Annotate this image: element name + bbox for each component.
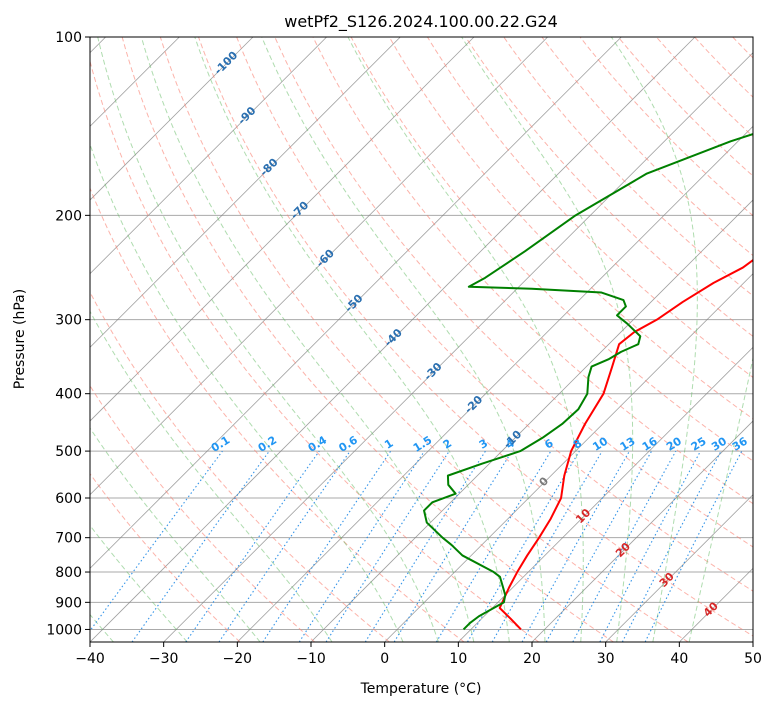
chart-title: wetPf2_S126.2024.100.00.22.G24 [284, 12, 558, 32]
isotherm [753, 37, 775, 642]
y-tick-label: 700 [55, 531, 82, 547]
x-tick-label: −10 [296, 651, 326, 667]
y-tick-label: 400 [55, 387, 82, 403]
x-tick-label: 0 [380, 651, 389, 667]
y-tick-label: 600 [55, 491, 82, 507]
y-tick-label: 200 [55, 208, 82, 224]
x-axis-label: Temperature (°C) [360, 681, 482, 697]
x-tick-label: 40 [670, 651, 688, 667]
x-tick-label: 30 [597, 651, 615, 667]
y-tick-label: 1000 [46, 622, 82, 638]
y-axis-label: Pressure (hPa) [12, 289, 28, 389]
dry-adiabat [771, 37, 775, 642]
x-tick-label: 20 [523, 651, 541, 667]
x-tick-label: −30 [149, 651, 179, 667]
x-tick-label: 50 [744, 651, 762, 667]
x-tick-label: 10 [449, 651, 467, 667]
y-tick-label: 900 [55, 595, 82, 611]
y-tick-label: 300 [55, 313, 82, 329]
y-tick-label: 800 [55, 565, 82, 581]
x-tick-label: −40 [75, 651, 105, 667]
y-tick-label: 500 [55, 444, 82, 460]
x-tick-label: −20 [223, 651, 253, 667]
y-tick-label: 100 [55, 30, 82, 46]
